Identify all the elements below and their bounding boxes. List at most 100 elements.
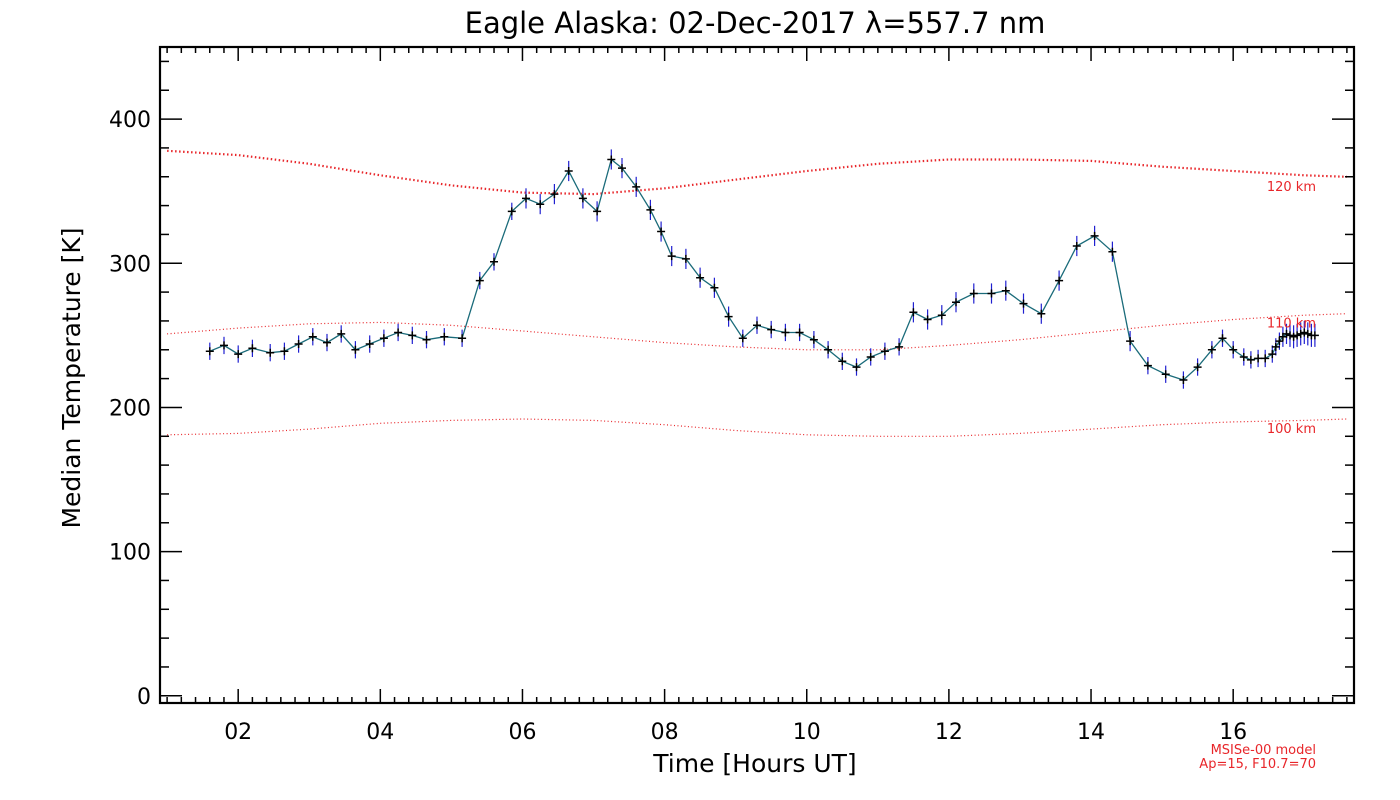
data-point: [1207, 345, 1216, 354]
data-point: [1261, 354, 1270, 363]
data-point: [1254, 354, 1263, 363]
data-point: [422, 335, 431, 344]
data-point: [657, 227, 666, 236]
data-point: [280, 347, 289, 356]
data-point: [753, 321, 761, 330]
data-point: [1296, 329, 1305, 338]
data-point: [618, 164, 626, 173]
data-point: [1310, 331, 1319, 340]
data-point: [507, 207, 516, 216]
data-point: [866, 353, 875, 361]
data-point: [1001, 286, 1010, 295]
temperature-series-line: [209, 158, 1315, 381]
data-point: [781, 328, 790, 337]
data-point: [1072, 242, 1081, 250]
data-point: [1239, 353, 1248, 361]
data-point: [724, 312, 733, 321]
data-point: [824, 345, 833, 354]
model-label-100km: 100 km: [1267, 422, 1316, 437]
data-point: [550, 190, 559, 199]
data-point: [593, 207, 602, 216]
data-line: [209, 158, 1315, 381]
data-point: [1229, 345, 1238, 354]
data-point: [710, 283, 719, 292]
model-curve-labels: 120 km 110 km 100 km: [1267, 180, 1316, 437]
x-tick-label: 14: [1077, 720, 1105, 745]
data-point: [266, 348, 275, 357]
model-label-110km: 110 km: [1267, 317, 1316, 332]
data-point: [1286, 331, 1294, 340]
data-point: [969, 289, 978, 298]
data-point: [838, 357, 847, 366]
axis-ticks: [160, 47, 1354, 703]
y-tick-label: 100: [109, 541, 151, 566]
data-point: [667, 252, 676, 261]
model-note-line2: Ap=15, F10.7=70: [1199, 757, 1316, 772]
data-point: [379, 334, 388, 343]
data-point: [909, 308, 918, 317]
data-point: [234, 350, 243, 359]
data-point: [294, 340, 303, 348]
x-tick-label: 16: [1219, 720, 1247, 745]
x-tick-label: 04: [366, 720, 394, 745]
data-point: [248, 344, 257, 353]
data-point: [1108, 247, 1117, 256]
x-axis-label: Time [Hours UT]: [652, 749, 856, 778]
data-point: [490, 257, 498, 266]
data-point: [937, 311, 946, 320]
y-tick-labels: 0 100 200 300 400: [109, 108, 151, 710]
data-point: [1090, 231, 1099, 240]
data-point: [1126, 337, 1135, 346]
data-point: [1019, 299, 1028, 308]
data-point: [880, 347, 889, 356]
data-point: [1055, 276, 1064, 285]
data-point: [1300, 328, 1309, 337]
data-point: [1246, 355, 1255, 364]
data-point: [1303, 329, 1312, 338]
plot-frame: [158, 45, 1356, 705]
data-point: [337, 329, 346, 338]
data-point: [646, 205, 655, 214]
model-note-line1: MSISe-00 model: [1211, 743, 1316, 758]
data-point: [895, 342, 904, 351]
data-point: [1271, 342, 1280, 351]
data-point: [809, 335, 818, 344]
data-point: [1161, 370, 1170, 379]
data-point: [738, 334, 747, 343]
data-point: [408, 331, 417, 340]
data-point: [1179, 376, 1188, 384]
x-tick-label: 02: [224, 720, 252, 745]
chart-title: Eagle Alaska: 02-Dec-2017 λ=557.7 nm: [465, 6, 1046, 40]
data-point: [767, 325, 776, 334]
data-point: [475, 276, 484, 285]
data-point: [323, 338, 331, 347]
data-point: [394, 328, 403, 337]
x-tick-label: 08: [651, 720, 679, 745]
data-point: [308, 332, 317, 341]
x-tick-label: 10: [793, 720, 821, 745]
data-markers: [205, 155, 1319, 384]
data-point: [923, 315, 932, 324]
data-point: [696, 273, 705, 282]
model-label-120km: 120 km: [1267, 180, 1316, 195]
data-point: [1193, 363, 1202, 372]
data-point: [952, 298, 960, 307]
data-point: [1037, 309, 1046, 318]
x-tick-labels: 02 04 06 08 10 12 14 16: [224, 720, 1247, 745]
y-tick-label: 0: [137, 685, 151, 710]
model-curves: [167, 149, 1347, 437]
y-tick-label: 400: [109, 108, 151, 133]
data-point: [365, 340, 374, 348]
data-point: [795, 328, 804, 337]
x-tick-label: 12: [935, 720, 963, 745]
data-point: [1218, 334, 1227, 343]
model-curve-120km: [167, 149, 1347, 196]
data-point: [1275, 337, 1284, 346]
x-tick-label: 06: [509, 720, 537, 745]
data-point: [681, 254, 690, 263]
data-point: [458, 334, 467, 343]
data-point: [1289, 332, 1298, 341]
y-tick-label: 200: [109, 396, 151, 421]
y-tick-label: 300: [109, 252, 151, 277]
